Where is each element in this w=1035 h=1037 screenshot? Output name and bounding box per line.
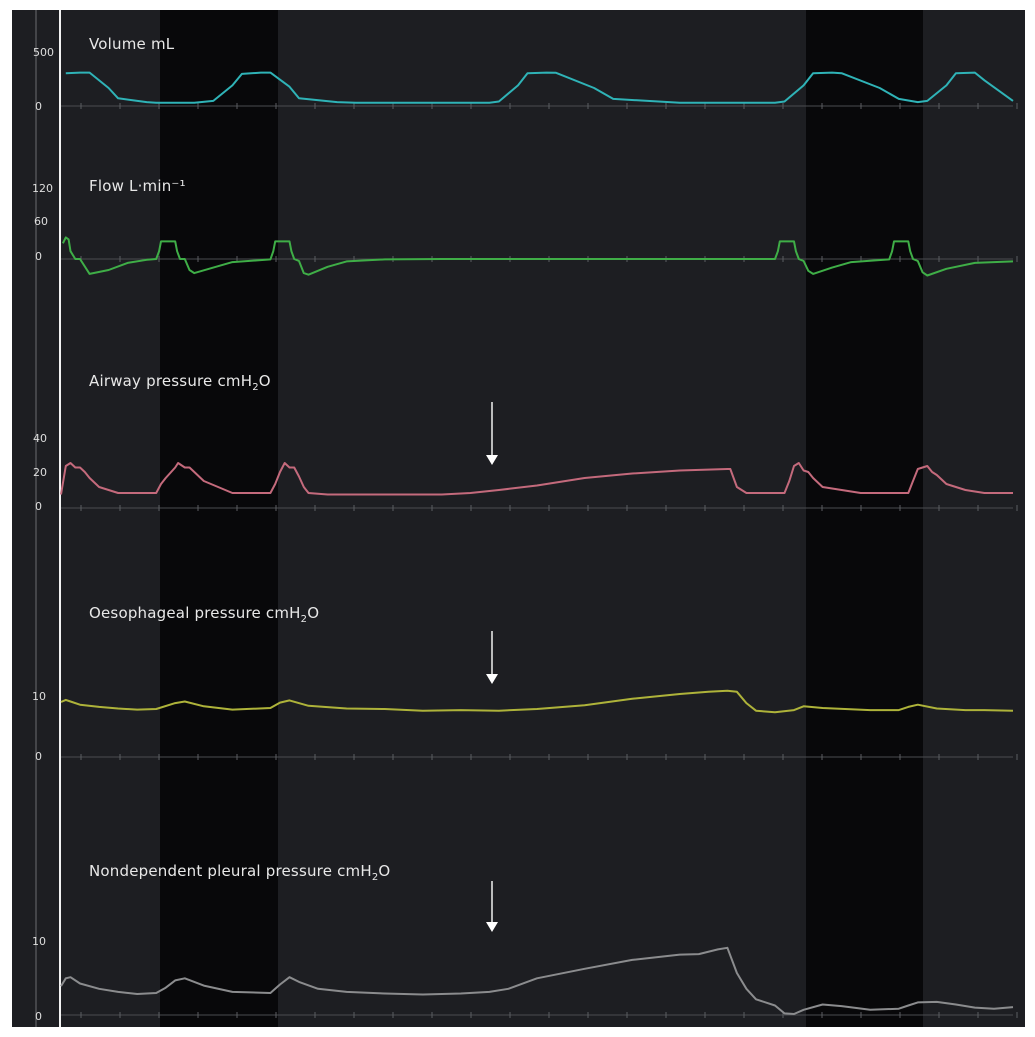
pleural-tick-10: 10 bbox=[32, 935, 46, 948]
flow-waveform bbox=[62, 236, 1014, 277]
pleural-pressure-title: Nondependent pleural pressure cmH2O bbox=[89, 862, 391, 883]
volume-title: Volume mL bbox=[89, 35, 175, 53]
flow-tick-120: 120 bbox=[32, 182, 53, 195]
chart-panel: Volume mL Flow L·min⁻¹ Airway pressure c… bbox=[12, 10, 1025, 1027]
airway-waveform bbox=[60, 462, 1013, 496]
shaded-band-2 bbox=[806, 10, 923, 1027]
shaded-band-1 bbox=[160, 10, 278, 1027]
volume-tick-500: 500 bbox=[33, 46, 54, 59]
annotation-arrowhead-2 bbox=[486, 674, 498, 684]
oesophageal-waveform bbox=[60, 689, 1014, 714]
oesophageal-tick-10: 10 bbox=[32, 690, 46, 703]
flow-tick-0: 0 bbox=[35, 250, 42, 263]
airway-tick-20: 20 bbox=[33, 466, 47, 479]
airway-tick-0: 0 bbox=[35, 500, 42, 513]
airway-tick-40: 40 bbox=[33, 432, 47, 445]
annotation-arrowhead-1 bbox=[486, 455, 498, 465]
oesophageal-tick-0: 0 bbox=[35, 750, 42, 763]
pleural-waveform bbox=[60, 946, 1014, 1015]
volume-waveform bbox=[65, 71, 1014, 104]
volume-tick-0: 0 bbox=[35, 100, 42, 113]
pleural-tick-0: 0 bbox=[35, 1010, 42, 1023]
oesophageal-pressure-title: Oesophageal pressure cmH2O bbox=[89, 604, 320, 625]
flow-tick-60: 60 bbox=[34, 215, 48, 228]
airway-pressure-title: Airway pressure cmH2O bbox=[89, 372, 271, 393]
waveform-chart bbox=[35, 10, 1018, 1027]
flow-title: Flow L·min⁻¹ bbox=[89, 177, 186, 195]
annotation-arrowhead-3 bbox=[486, 922, 498, 932]
